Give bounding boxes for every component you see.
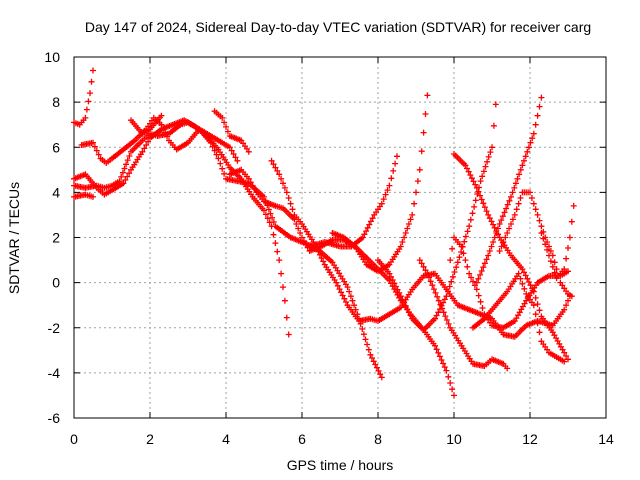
x-tick-label: 10 xyxy=(446,431,462,447)
tick-labels: 0 2 4 6 8 10 12 14 -6 -4 -2 0 2 4 6 8 10 xyxy=(44,49,614,447)
chart-title: Day 147 of 2024, Sidereal Day-to-day VTE… xyxy=(85,19,591,35)
y-tick-label: 8 xyxy=(52,94,60,110)
y-tick-label: 4 xyxy=(52,184,60,200)
series-sat-h xyxy=(226,166,457,399)
series-sat-l xyxy=(375,101,499,333)
x-tick-label: 6 xyxy=(298,431,306,447)
y-tick-label: -4 xyxy=(48,365,61,381)
x-tick-label: 2 xyxy=(146,431,154,447)
series-sat-o xyxy=(451,151,571,363)
series-sat-r xyxy=(473,94,545,286)
y-tick-label: 0 xyxy=(52,275,60,291)
y-tick-label: -2 xyxy=(48,320,61,336)
series-marks xyxy=(451,151,571,363)
series-marks xyxy=(268,157,573,340)
x-tick-label: 8 xyxy=(374,431,382,447)
series-marks xyxy=(128,112,165,137)
series-marks xyxy=(71,191,96,200)
series-marks xyxy=(71,67,96,128)
y-tick-label: 2 xyxy=(52,230,60,246)
series-sat-i xyxy=(268,157,573,340)
series-sat-p xyxy=(470,270,568,365)
series-marks xyxy=(538,202,577,282)
series-marks xyxy=(496,189,575,300)
series-sat-j xyxy=(306,153,400,250)
series-sat-b xyxy=(71,191,96,200)
x-tick-label: 0 xyxy=(70,431,78,447)
x-tick-label: 4 xyxy=(222,431,230,447)
x-tick-label: 12 xyxy=(522,431,538,447)
series-sat-a xyxy=(71,67,96,128)
series-marks xyxy=(71,119,385,381)
series-marks xyxy=(306,153,400,250)
y-tick-label: 10 xyxy=(44,49,60,65)
series-sat-q xyxy=(496,189,575,300)
series-marks xyxy=(416,257,511,372)
series-marks xyxy=(470,270,568,365)
series-sat-g xyxy=(211,108,252,155)
series-marks xyxy=(211,108,252,155)
series-marks xyxy=(375,101,499,333)
x-tick-label: 14 xyxy=(598,431,614,447)
series-sat-e xyxy=(71,119,385,381)
y-axis-label: SDTVAR / TECUs xyxy=(6,182,22,294)
series-sat-f xyxy=(128,112,165,137)
y-tick-label: 6 xyxy=(52,139,60,155)
series-marks xyxy=(473,94,545,286)
series-marks xyxy=(226,166,457,399)
y-tick-label: -6 xyxy=(48,410,61,426)
data-series xyxy=(71,67,577,399)
series-sat-s xyxy=(538,202,577,282)
axis-ticks xyxy=(73,56,607,419)
series-sat-m xyxy=(416,257,511,372)
series-sat-c xyxy=(71,117,292,338)
series-marks xyxy=(71,117,292,338)
x-axis-label: GPS time / hours xyxy=(287,457,394,473)
